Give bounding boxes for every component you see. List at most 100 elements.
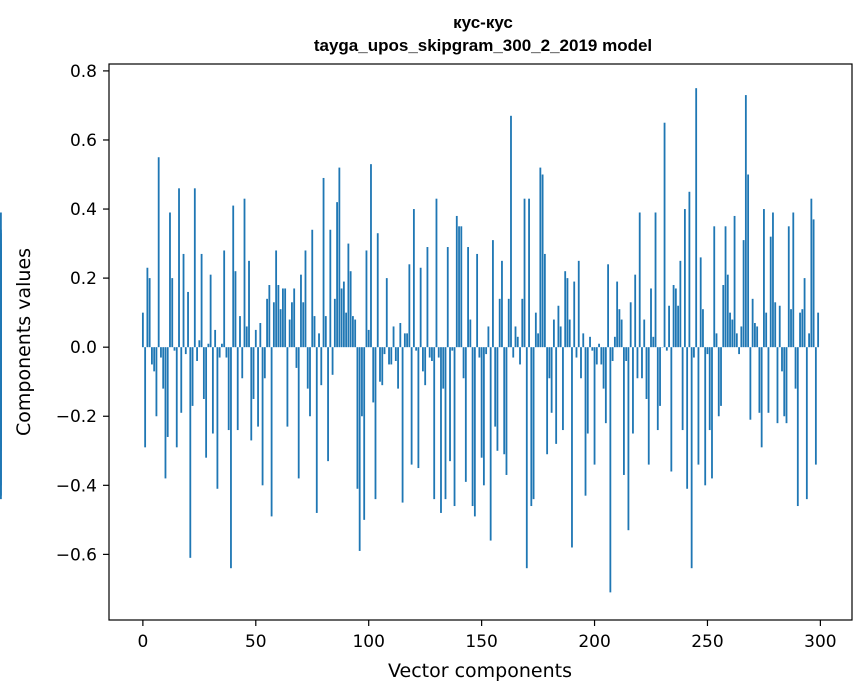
bar-57 [270, 347, 273, 517]
bar-152 [485, 347, 488, 355]
bar-115 [401, 347, 404, 503]
bar-190 [571, 347, 573, 548]
bar-252 [711, 347, 713, 479]
bar-144 [467, 247, 469, 348]
bar-277 [767, 347, 770, 413]
bar-197 [586, 347, 589, 434]
bar-209 [613, 336, 616, 348]
bar-156 [494, 347, 497, 427]
bar-276 [765, 312, 768, 348]
bar-65 [288, 319, 291, 348]
bar-222 [643, 319, 646, 348]
bar-229 [659, 347, 661, 406]
bar-264 [738, 347, 740, 355]
bar-186 [562, 347, 564, 431]
y-axis-ticks: −0.6 −0.4 −0.2 0.0 0.2 0.4 0.6 0.8 [56, 62, 109, 565]
bar-182 [552, 319, 555, 348]
bar-44 [241, 347, 244, 379]
bar-121 [415, 347, 418, 351]
bar-13 [171, 278, 174, 348]
bar-127 [428, 347, 431, 358]
bar-148 [476, 253, 479, 348]
bar-12 [169, 212, 171, 348]
bar-27 [202, 347, 205, 399]
bar-55 [266, 298, 268, 348]
bar-212 [620, 319, 623, 348]
bar-266 [742, 240, 745, 348]
bar-289 [794, 347, 797, 389]
bar-196 [584, 347, 587, 496]
bar-188 [566, 278, 569, 348]
chart-title-line-2: tayga_upos_skipgram_300_2_2019 model [314, 36, 652, 55]
bar-160 [503, 347, 506, 455]
chart-title-line-1: кус-кус [453, 13, 513, 32]
bar-170 [525, 347, 528, 569]
bar-257 [722, 285, 725, 348]
bar-215 [627, 347, 630, 531]
bar-23 [193, 188, 196, 348]
bar-251 [708, 347, 711, 431]
bar-167 [519, 347, 521, 365]
x-axis-label: Vector components [388, 660, 572, 682]
bar-98 [363, 347, 366, 520]
bar-134 [444, 347, 447, 500]
bar-56 [268, 285, 271, 348]
bar-295 [808, 333, 810, 348]
bar-128 [431, 347, 433, 361]
bar-114 [399, 323, 402, 348]
bar-0 [141, 312, 144, 348]
bar-35 [221, 343, 223, 348]
bar-2 [146, 267, 149, 348]
bar-154 [489, 347, 492, 541]
x-axis-ticks: 0 50 100 150 200 250 300 [137, 620, 837, 652]
bar-149 [478, 347, 481, 358]
bar-40 [232, 205, 235, 348]
bar-206 [607, 264, 609, 348]
bar-199 [591, 347, 594, 351]
bar-118 [408, 264, 411, 348]
bar-244 [693, 347, 695, 358]
bar-26 [200, 253, 203, 348]
bar-195 [582, 333, 585, 348]
bar-109 [388, 347, 390, 365]
bar-246 [697, 347, 700, 465]
bar-290 [796, 347, 799, 507]
bar-168 [521, 298, 524, 348]
bar-8 [160, 347, 162, 358]
bar-24 [196, 347, 198, 361]
bar-90 [345, 312, 348, 348]
bar-16 [178, 188, 180, 348]
bar-88 [340, 288, 343, 348]
bar-5 [153, 347, 156, 372]
bar-34 [218, 347, 221, 358]
bar-245 [695, 88, 698, 348]
bar-162 [507, 298, 510, 348]
bar-282 [778, 305, 781, 348]
bar-292 [801, 309, 804, 348]
bar-173 [532, 347, 535, 500]
bar-184 [557, 305, 560, 348]
bar-275 [763, 209, 765, 348]
bar-166 [516, 336, 519, 348]
bar-133 [442, 347, 445, 389]
bar-99 [365, 250, 368, 348]
y-tick-label: −0.4 [56, 476, 97, 496]
bar-14 [173, 347, 176, 351]
bar-137 [451, 347, 454, 351]
bar-41 [234, 271, 237, 348]
bar-86 [336, 202, 338, 348]
bar-74 [309, 347, 311, 417]
bar-37 [225, 347, 228, 358]
bar-286 [787, 226, 790, 348]
bar-117 [406, 333, 409, 348]
bar-157 [496, 347, 499, 451]
bar-146 [471, 347, 474, 507]
bar-189 [568, 319, 571, 348]
bar-36 [223, 250, 226, 348]
bar-139 [455, 215, 458, 348]
bar-19 [184, 347, 187, 355]
bar-227 [654, 212, 657, 348]
bar-series [0, 88, 820, 593]
bar-61 [279, 309, 282, 348]
